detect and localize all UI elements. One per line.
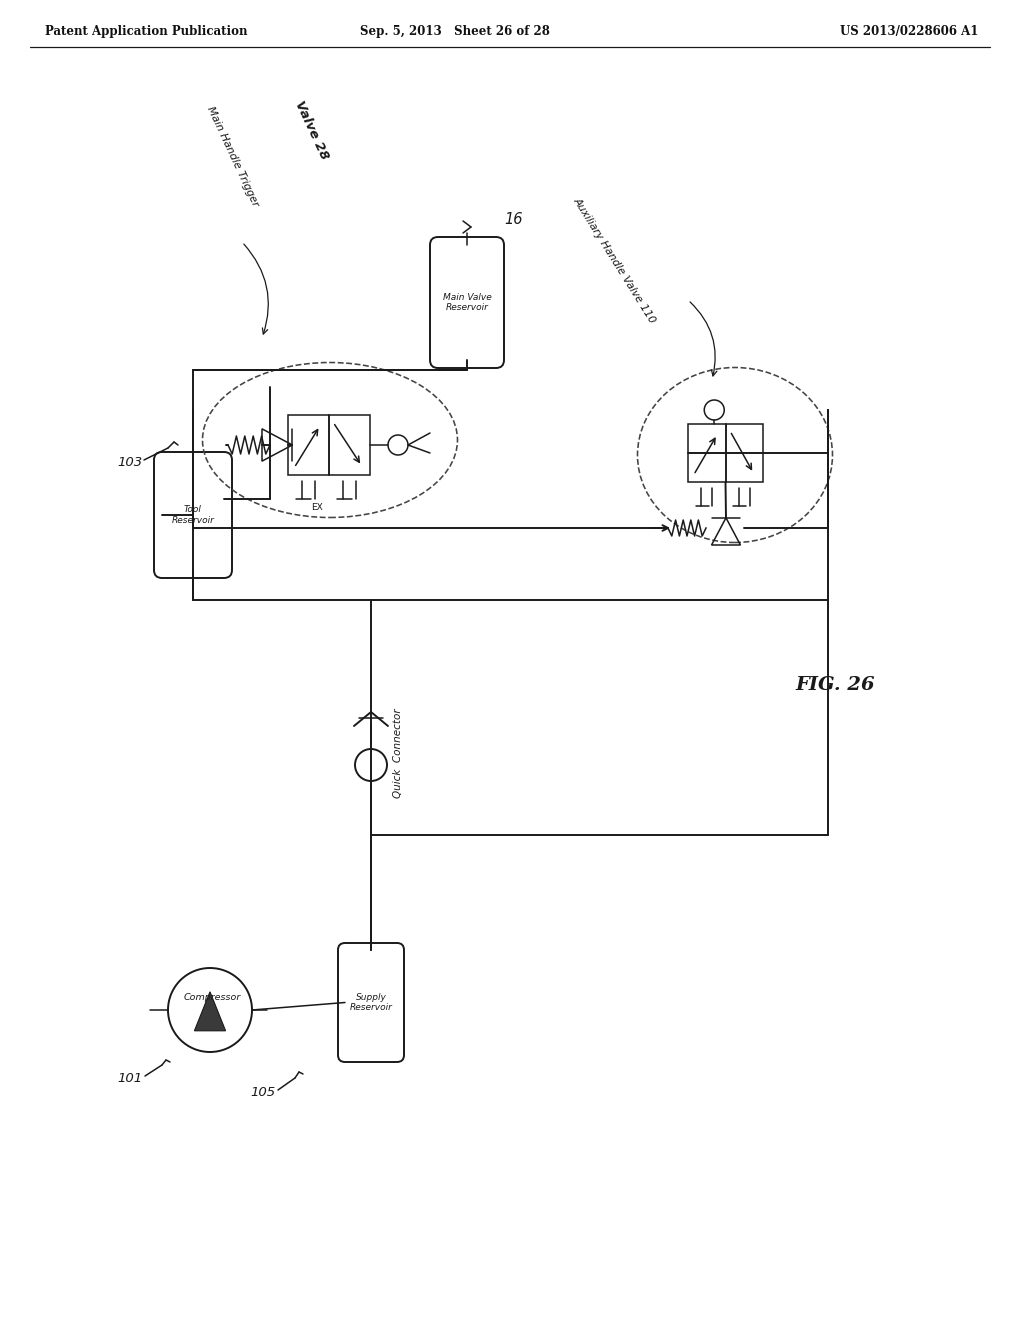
Bar — [329, 414, 370, 475]
Text: 101: 101 — [117, 1072, 142, 1085]
Text: Tool
Reservoir: Tool Reservoir — [172, 506, 214, 524]
Text: Valve 28: Valve 28 — [292, 99, 331, 161]
Text: 103: 103 — [117, 455, 142, 469]
Text: 16: 16 — [504, 213, 522, 227]
Polygon shape — [195, 991, 225, 1031]
Text: US 2013/0228606 A1: US 2013/0228606 A1 — [840, 25, 978, 38]
Text: Auxiliary Handle Valve 110: Auxiliary Handle Valve 110 — [572, 195, 657, 325]
Bar — [288, 414, 329, 475]
Text: FIG. 26: FIG. 26 — [796, 676, 874, 694]
Text: Patent Application Publication: Patent Application Publication — [45, 25, 248, 38]
Bar — [725, 424, 763, 482]
Text: Main Handle Trigger: Main Handle Trigger — [205, 104, 262, 211]
Text: EX: EX — [311, 503, 323, 512]
Bar — [688, 424, 725, 482]
Text: 105: 105 — [250, 1085, 275, 1098]
Text: Main Valve
Reservoir: Main Valve Reservoir — [442, 293, 492, 313]
Text: Sep. 5, 2013   Sheet 26 of 28: Sep. 5, 2013 Sheet 26 of 28 — [360, 25, 550, 38]
Text: Quick  Connector: Quick Connector — [393, 709, 403, 797]
Text: Supply
Reservoir: Supply Reservoir — [349, 993, 392, 1012]
Text: Compressor: Compressor — [183, 993, 241, 1002]
